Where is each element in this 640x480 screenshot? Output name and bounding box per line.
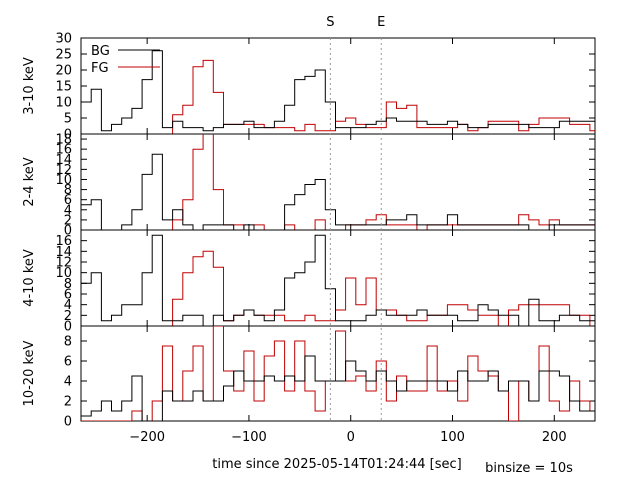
y-tick-label: 4 [64,203,72,218]
y-axis-label: 10-20 keV [22,340,37,406]
panel-frame [80,133,596,231]
x-tick-label: 0 [347,430,355,445]
x-tick-label: 200 [542,430,567,445]
y-tick-label: 6 [64,355,72,370]
x-tick-label: −100 [231,430,267,445]
marker-label-e: E [377,15,385,30]
x-axis-label: time since 2025-05-14T01:24:44 [sec] [212,457,461,472]
legend: BG FG [91,44,160,76]
y-tick-label: 14 [55,153,72,168]
y-tick-label: 6 [64,193,72,208]
y-tick-label: 6 [64,288,72,303]
panel-frame [80,325,596,422]
y-tick-label: 0 [64,415,72,430]
series-fg-line [81,326,595,421]
y-tick-label: 20 [55,64,72,79]
y-tick-label: 2 [64,213,72,228]
legend-label-bg: BG [91,44,110,59]
series-fg-line [81,134,595,230]
y-axis-label: 2-4 keV [22,157,37,206]
series-bg-line [81,153,595,230]
legend-label-fg: FG [91,61,109,76]
y-tick-label: 0 [64,128,72,143]
y-tick-label: 10 [55,96,72,111]
y-tick-label: 8 [64,183,72,198]
y-tick-label: 2 [64,395,72,410]
y-tick-label: 12 [55,256,72,271]
series-bg-line [81,50,595,132]
y-axis-label: 3-10 keV [22,57,37,115]
y-tick-label: 4 [64,298,72,313]
series-bg-line [81,234,595,326]
y-tick-label: 2 [64,309,72,324]
y-tick-label: 18 [55,133,72,148]
y-tick-label: 5 [64,112,72,127]
y-tick-label: 30 [55,32,72,47]
y-tick-label: 8 [64,335,72,350]
panel-4: 0 2 4 6 8 −200 −100 0 100 200 10-20 keV [22,325,596,445]
y-tick-label: 16 [55,234,72,249]
y-tick-label: 16 [55,143,72,158]
series-fg-line [81,59,595,134]
y-tick-label: 4 [64,375,72,390]
y-tick-label: 15 [55,80,72,95]
y-tick-label: 0 [64,224,72,239]
binsize-note: binsize = 10s [485,461,573,476]
marker-label-s: S [326,15,334,30]
series-bg-line [81,355,595,421]
y-tick-label: 10 [55,173,72,188]
y-tick-label: 8 [64,277,72,292]
y-tick-label: 12 [55,163,72,178]
y-tick-label: 10 [55,266,72,281]
x-tick-label: −200 [129,430,165,445]
panel-frame [80,229,596,327]
y-axis-label: 4-10 keV [22,249,37,307]
series-fg-line [81,250,595,326]
x-tick-label: 100 [440,430,465,445]
y-tick-label: 25 [55,48,72,63]
y-tick-label: 14 [55,245,72,260]
y-tick-label: 0 [64,320,72,335]
panel-frame [80,37,596,135]
